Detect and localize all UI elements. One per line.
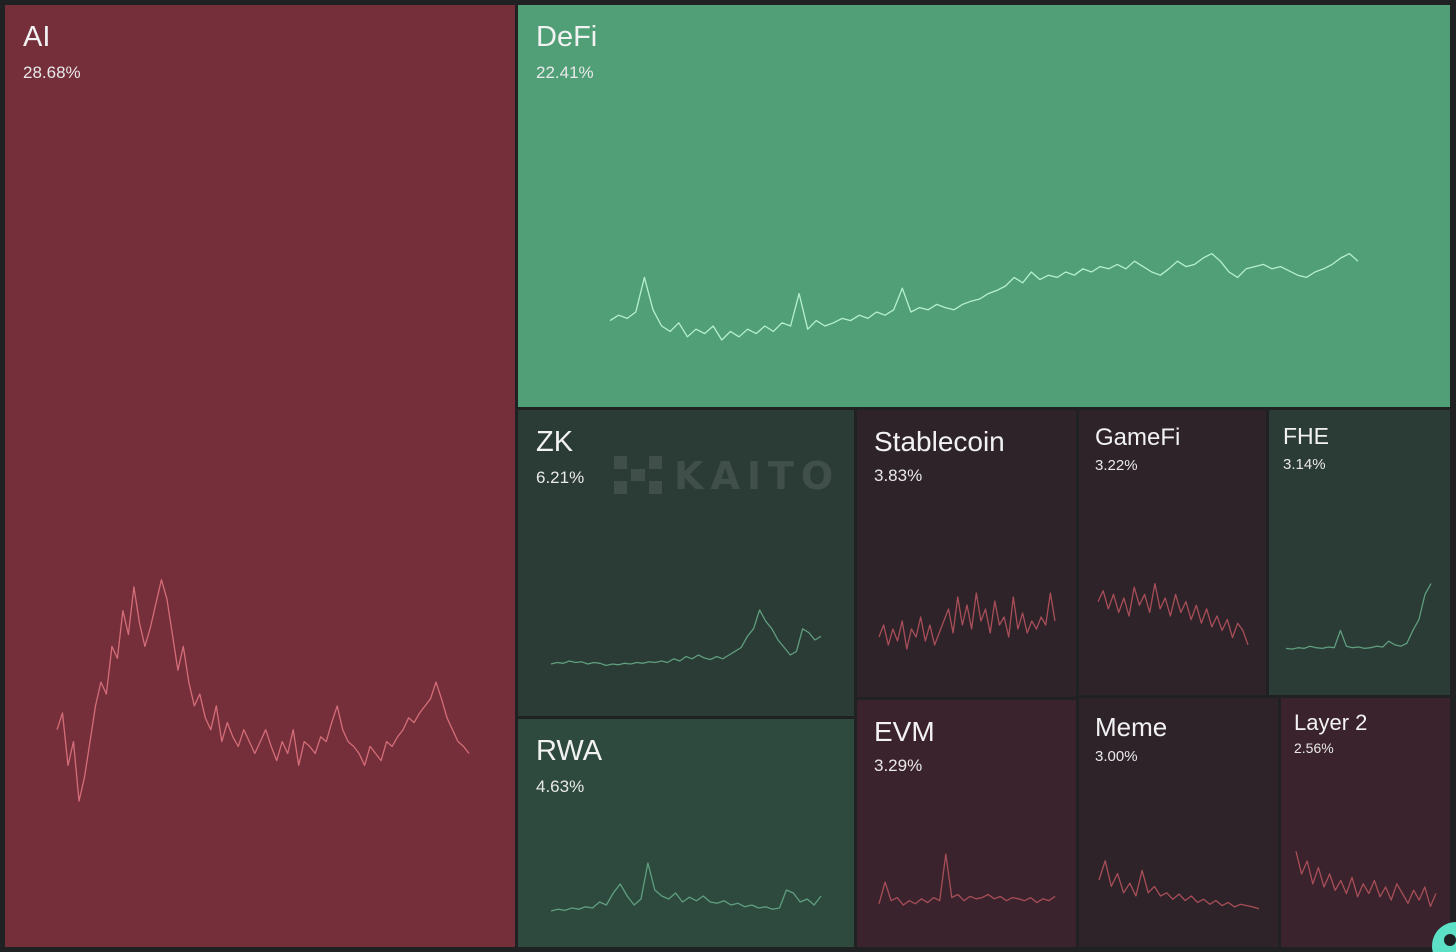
sparkline-path-zk [550, 609, 822, 667]
tile-label: DeFi [536, 21, 598, 53]
sparkline-zk [550, 609, 822, 667]
sparkline-fhe [1285, 583, 1432, 650]
tile-label: ZK [536, 426, 574, 458]
tile-label: RWA [536, 735, 603, 767]
sparkline-stablecoin [878, 592, 1056, 650]
sparkline-path-fhe [1285, 583, 1432, 650]
kaito-watermark: KAITO [612, 452, 847, 498]
watermark-text: KAITO [674, 454, 841, 498]
tile-percentage: 4.63% [536, 777, 585, 796]
tile-percentage: 28.68% [23, 63, 81, 82]
sparkline-path-rwa [550, 862, 822, 912]
sparkline-defi [609, 252, 1359, 341]
tile-percentage: 3.29% [874, 756, 923, 775]
sparkline-path-layer2 [1295, 851, 1437, 908]
tile-zk[interactable]: ZK 6.21% [518, 410, 854, 716]
tile-percentage: 22.41% [536, 63, 594, 82]
sparkline-path-defi [609, 252, 1359, 341]
sparkline-path-stablecoin [878, 592, 1056, 650]
tile-percentage: 6.21% [536, 468, 585, 487]
tile-defi[interactable]: DeFi 22.41% [518, 5, 1450, 407]
tile-percentage: 3.83% [874, 466, 923, 485]
sparkline-ai [56, 579, 470, 802]
tile-layer2[interactable]: Layer 2 2.56% [1281, 698, 1450, 947]
sparkline-path-gamefi [1097, 582, 1249, 646]
tile-gamefi[interactable]: GameFi 3.22% [1079, 410, 1266, 695]
tile-stablecoin[interactable]: Stablecoin 3.83% [857, 410, 1076, 697]
tile-fhe[interactable]: FHE 3.14% [1269, 410, 1450, 695]
sparkline-layer2 [1295, 851, 1437, 908]
sparkline-path-ai [56, 579, 470, 802]
tile-ai[interactable]: AI 28.68% [5, 5, 515, 947]
sparkline-path-evm [878, 853, 1056, 906]
tile-percentage: 3.14% [1283, 456, 1326, 473]
tile-evm[interactable]: EVM 3.29% [857, 700, 1076, 947]
sparkline-path-meme [1098, 860, 1260, 910]
tile-label: FHE [1283, 423, 1329, 449]
sparkline-meme [1098, 860, 1260, 910]
tile-meme[interactable]: Meme 3.00% [1079, 698, 1278, 947]
tile-percentage: 3.22% [1095, 457, 1138, 474]
tile-percentage: 2.56% [1294, 740, 1334, 756]
tile-percentage: 3.00% [1095, 748, 1138, 765]
sparkline-gamefi [1097, 582, 1249, 646]
tile-label: Stablecoin [874, 426, 1005, 457]
tile-label: Layer 2 [1294, 710, 1368, 735]
kaito-logo-icon [614, 456, 662, 494]
tile-label: AI [23, 21, 51, 53]
tile-label: GameFi [1095, 424, 1181, 451]
sparkline-rwa [550, 862, 822, 912]
sparkline-evm [878, 853, 1056, 906]
tile-rwa[interactable]: RWA 4.63% [518, 719, 854, 947]
tile-label: EVM [874, 716, 935, 747]
tile-label: Meme [1095, 712, 1168, 742]
